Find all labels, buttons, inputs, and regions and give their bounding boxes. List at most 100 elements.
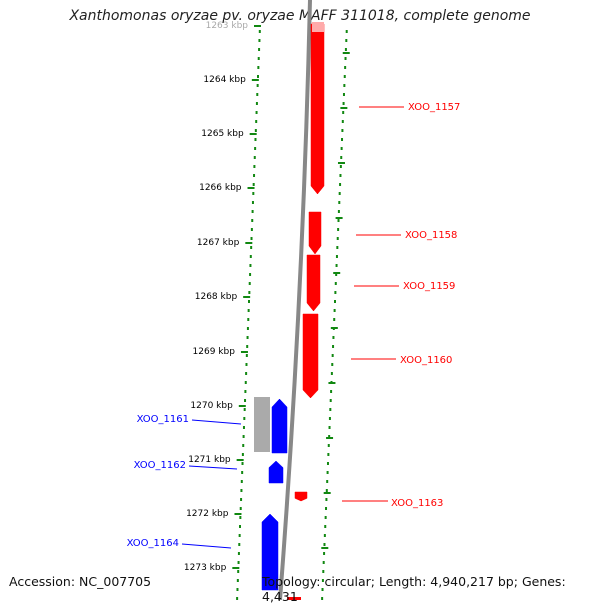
right-guide-dot <box>325 507 328 510</box>
scale-tick <box>245 242 253 244</box>
left-guide-dot <box>238 543 241 546</box>
right-guide-dot <box>321 588 324 591</box>
right-guide-dot <box>337 210 340 213</box>
scale-tick <box>247 187 255 189</box>
right-guide-dot <box>326 480 329 483</box>
gene-feature-xoo-1158[interactable] <box>308 211 322 255</box>
pseudogene-feature[interactable] <box>254 397 270 452</box>
right-guide-dot <box>344 48 347 51</box>
left-guide-dot <box>239 507 242 510</box>
left-guide-dot <box>241 453 244 456</box>
gene-feature-xoo-1159[interactable] <box>306 254 321 312</box>
left-guide-dot <box>250 228 253 231</box>
right-guide-dot <box>344 66 347 69</box>
right-guide-dot <box>331 363 334 366</box>
dotted-guide-lines <box>236 30 348 600</box>
gene-feature-xoo-1162[interactable] <box>268 460 284 484</box>
scale-tick <box>243 296 251 298</box>
accession-label: Accession: <box>9 574 76 589</box>
scale-tick-label: 1269 kbp <box>193 347 236 357</box>
gene-feature-xoo-1163[interactable] <box>294 491 308 502</box>
gene-feature-xoo-1164[interactable] <box>261 513 279 591</box>
scale-tick-label: 1265 kbp <box>201 129 244 139</box>
scale-tick <box>254 25 261 27</box>
left-guide-dot <box>257 75 259 78</box>
length-label: Length: <box>378 574 427 589</box>
left-guide-dot <box>240 498 243 501</box>
right-guide-dot <box>342 93 345 96</box>
left-guide-dot <box>242 426 245 429</box>
gene-features[interactable] <box>254 22 325 600</box>
scale-tick-label: 1273 kbp <box>184 563 227 573</box>
gene-feature-xoo-1157[interactable] <box>310 23 325 195</box>
accession-info: Accession: NC_007705 <box>9 574 151 589</box>
right-tick <box>337 162 345 164</box>
gene-label-xoo-1158[interactable]: XOO_1158 <box>405 230 457 241</box>
gene-label-xoo-1161[interactable]: XOO_1161 <box>137 414 189 425</box>
left-guide-dot <box>249 264 252 267</box>
right-guide-dot <box>336 246 339 249</box>
right-guide-dot <box>340 156 343 159</box>
right-tick <box>326 437 334 439</box>
left-guide-dot <box>236 588 239 591</box>
right-guide-dot <box>339 165 342 168</box>
left-guide-dot <box>245 372 248 375</box>
left-guide-dot <box>243 417 246 420</box>
left-guide-dot <box>237 561 240 564</box>
gene-label-xoo-1163[interactable]: XOO_1163 <box>391 498 443 509</box>
right-guide-dot <box>339 183 342 186</box>
right-guide-dot <box>324 516 327 519</box>
accession-value: NC_007705 <box>79 574 152 589</box>
right-tick <box>340 107 348 109</box>
gene-label-xoo-1159[interactable]: XOO_1159 <box>403 281 455 292</box>
right-guide-dot <box>334 282 337 285</box>
gene-leader-xoo-1164 <box>181 543 232 549</box>
gene-feature-xoo-1160[interactable] <box>302 313 319 399</box>
gene-label-xoo-1164[interactable]: XOO_1164 <box>127 538 179 549</box>
left-guide-dot <box>258 48 261 51</box>
genes-value: 4,431 <box>262 589 298 604</box>
left-guide-dot <box>255 120 258 123</box>
right-guide-dot <box>344 57 347 60</box>
right-guide-dot <box>328 417 331 420</box>
right-guide-dot <box>343 75 346 78</box>
right-guide-dot <box>338 201 341 204</box>
right-guide-dot <box>326 471 329 474</box>
right-guide-dot <box>335 273 338 276</box>
scale-tick-label: 1264 kbp <box>203 75 246 85</box>
gene-label-xoo-1162[interactable]: XOO_1162 <box>134 460 186 471</box>
right-tick <box>328 382 336 384</box>
right-guide-dot <box>334 291 337 294</box>
gene-labels[interactable]: XOO_1157 XOO_1158 XOO_1159 XOO_1160 XOO_1161… <box>127 102 461 549</box>
right-tick <box>330 327 338 329</box>
scale-tick-label: 1271 kbp <box>188 455 231 465</box>
right-guide-dot <box>327 453 330 456</box>
right-guide-dot <box>333 318 336 321</box>
gene-label-xoo-1160[interactable]: XOO_1160 <box>400 355 452 366</box>
right-tick <box>342 52 350 54</box>
topology-label: Topology: <box>262 574 321 589</box>
topology-value: circular; <box>324 574 375 589</box>
scale-tick <box>240 351 248 353</box>
gene-label-xoo-1157[interactable]: XOO_1157 <box>408 102 460 113</box>
right-guide-dot <box>321 597 324 600</box>
left-guide-dot <box>244 390 247 393</box>
right-guide-dot <box>339 174 342 177</box>
right-guide-dot <box>330 390 333 393</box>
right-guide-dot <box>325 498 328 501</box>
left-guide-dot <box>251 219 254 222</box>
left-guide-dot <box>249 255 252 258</box>
left-guide-dot <box>245 354 248 357</box>
right-tick <box>333 272 341 274</box>
right-guide-dot <box>345 30 348 33</box>
right-guide-dot <box>330 372 333 375</box>
right-guide-dot <box>322 570 325 573</box>
gene-feature-xoo-1161[interactable] <box>271 398 288 454</box>
genes-label: Genes: <box>521 574 566 589</box>
right-guide-dot <box>336 237 339 240</box>
left-guide-dot <box>254 129 257 132</box>
left-guide-dot <box>254 147 257 150</box>
scale-tick <box>236 459 244 461</box>
